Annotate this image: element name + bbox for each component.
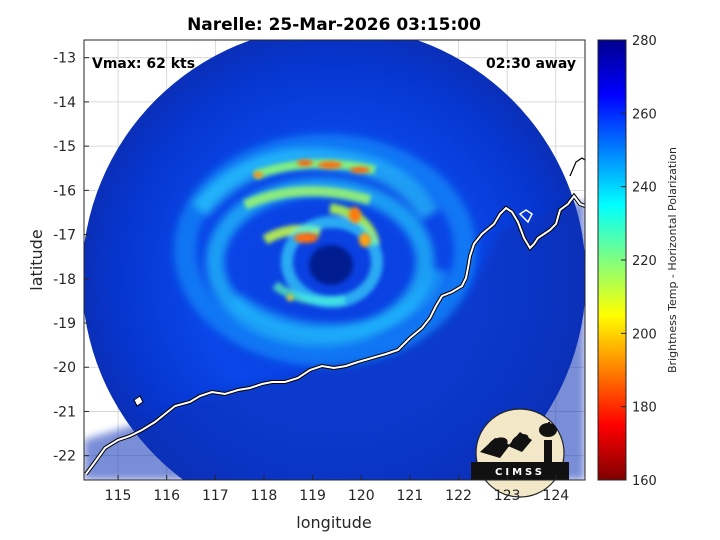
plot-title: Narelle: 25-Mar-2026 03:15:00 (187, 15, 481, 35)
y-tick-label: -22 (53, 449, 76, 465)
y-tick-label: -21 (53, 404, 76, 420)
colorbar-ticks: 280 260 240 220 200 180 160 (621, 34, 657, 489)
colorbar-tick-label: 160 (632, 474, 657, 489)
cimss-satellite-dish-logo (480, 422, 557, 464)
x-tick-label: 117 (202, 488, 229, 504)
cimss-logo-text: CIMSS (495, 467, 545, 478)
vmax-label: Vmax: 62 kts (92, 56, 195, 72)
x-tick-label: 120 (348, 488, 375, 504)
y-axis-ticks: -13 -14 -15 -16 -17 -18 -19 -20 -21 -22 (53, 51, 89, 465)
axes-frame (83, 39, 586, 481)
y-tick-label: -20 (53, 360, 76, 376)
convection-hotspots (253, 160, 371, 301)
x-tick-label: 124 (542, 488, 569, 504)
colorbar-tick-label: 200 (632, 327, 657, 342)
x-tick-label: 115 (105, 488, 132, 504)
x-tick-label: 121 (397, 488, 424, 504)
colorbar-tick-label: 180 (632, 401, 657, 416)
y-tick-label: -13 (53, 51, 76, 67)
colorbar: 280 260 240 220 200 180 160 Brightness Temp - … (597, 34, 679, 489)
colorbar-tick-label: 280 (632, 34, 657, 49)
colorbar-label: Brightness Temp - Horizontal Polarizatio… (666, 147, 679, 373)
x-tick-label: 118 (251, 488, 278, 504)
colorbar-tick-label: 260 (632, 107, 657, 122)
time-offset-label: 02:30 away (486, 56, 576, 72)
colorbar-tick-label: 220 (632, 254, 657, 269)
y-tick-label: -14 (53, 95, 76, 111)
storm-eye (309, 245, 353, 285)
plot-area: Vmax: 62 kts 02:30 away CIMSS (83, 39, 586, 498)
eyewall-bands (242, 159, 383, 308)
coastline (84, 157, 585, 476)
x-axis-label: longitude (296, 513, 371, 532)
y-tick-label: -17 (53, 228, 76, 244)
y-tick-label: -16 (53, 183, 76, 199)
x-tick-label: 123 (494, 488, 521, 504)
swath-south-dark (84, 200, 585, 480)
y-axis-label: latitude (27, 229, 46, 290)
x-tick-label: 119 (299, 488, 326, 504)
y-tick-label: -19 (53, 316, 76, 332)
x-axis-ticks: 115 116 117 118 119 120 121 122 123 124 (105, 475, 569, 504)
microwave-swath (84, 40, 585, 480)
colorbar-tick-label: 240 (632, 181, 657, 196)
cimss-logo: CIMSS (471, 408, 569, 498)
x-tick-label: 122 (445, 488, 472, 504)
y-tick-label: -18 (53, 272, 76, 288)
x-tick-label: 116 (153, 488, 180, 504)
y-tick-label: -15 (53, 139, 76, 155)
